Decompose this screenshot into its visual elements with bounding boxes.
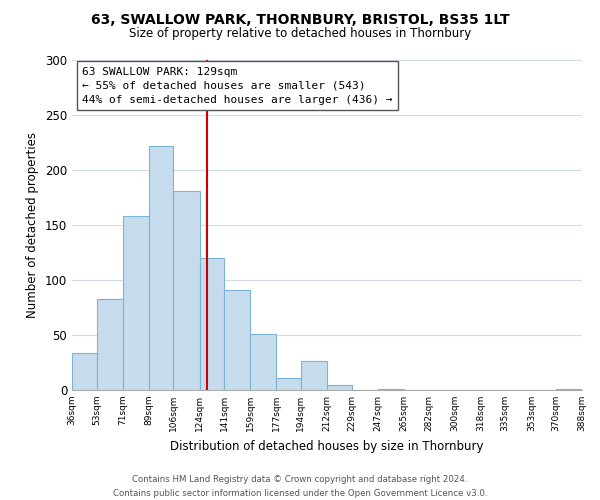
Text: Contains HM Land Registry data © Crown copyright and database right 2024.
Contai: Contains HM Land Registry data © Crown c… (113, 476, 487, 498)
Text: Size of property relative to detached houses in Thornbury: Size of property relative to detached ho… (129, 28, 471, 40)
Bar (72, 352, 97, 390)
Text: 63 SWALLOW PARK: 129sqm
← 55% of detached houses are smaller (543)
44% of semi-d: 63 SWALLOW PARK: 129sqm ← 55% of detache… (82, 66, 392, 104)
Text: 63, SWALLOW PARK, THORNBURY, BRISTOL, BS35 1LT: 63, SWALLOW PARK, THORNBURY, BRISTOL, BS… (91, 12, 509, 26)
Bar (301, 362, 327, 390)
X-axis label: Distribution of detached houses by size in Thornbury: Distribution of detached houses by size … (170, 440, 484, 452)
Bar (556, 389, 582, 390)
Bar (200, 258, 224, 390)
Bar (327, 384, 352, 390)
Bar (149, 146, 173, 390)
Bar (173, 191, 200, 390)
Bar (250, 334, 276, 390)
Bar (276, 378, 301, 390)
Bar (123, 216, 149, 390)
Bar (378, 389, 404, 390)
Bar (224, 290, 250, 390)
Bar (97, 298, 123, 390)
Y-axis label: Number of detached properties: Number of detached properties (26, 132, 40, 318)
